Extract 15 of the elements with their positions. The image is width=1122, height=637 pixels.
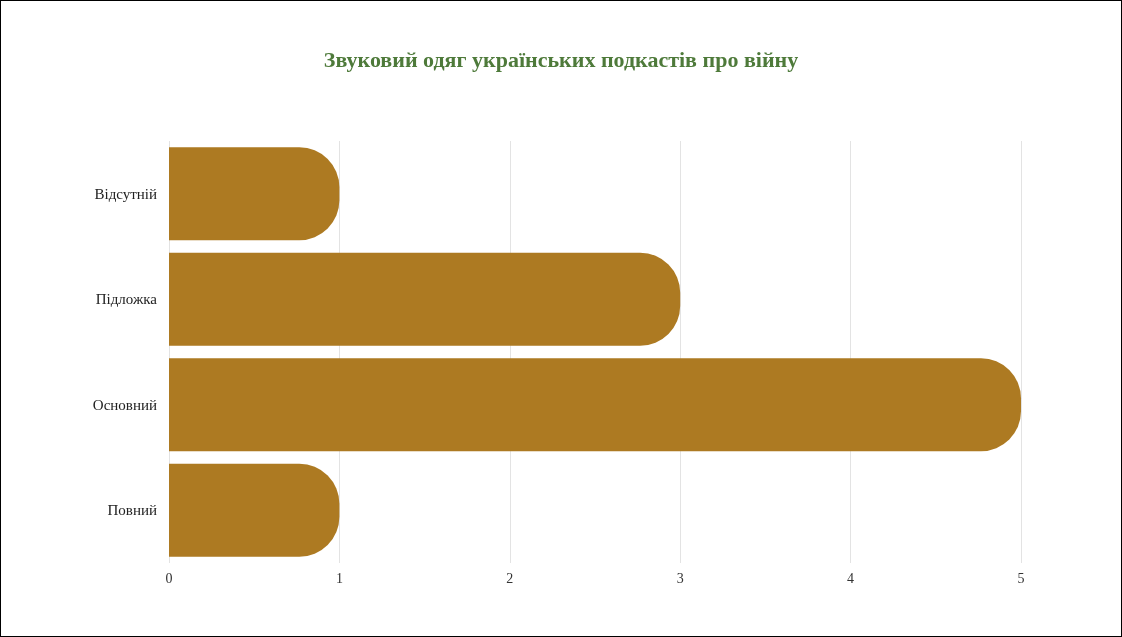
bar (169, 252, 681, 346)
x-tick-label: 1 (335, 570, 343, 586)
y-tick-label: Відсутній (94, 185, 157, 202)
bar (169, 147, 340, 241)
chart-title: Звуковий одяг українських подкастів про війну (323, 46, 799, 72)
x-tick-label: 3 (676, 570, 684, 586)
y-tick-label: Основний (92, 396, 157, 413)
x-tick-label: 5 (1017, 570, 1025, 586)
y-tick-label: Підложка (95, 291, 158, 308)
x-tick-label: 2 (506, 570, 514, 586)
y-tick-label: Повний (107, 502, 157, 519)
x-tick-label: 4 (847, 570, 855, 586)
bar (169, 358, 1021, 452)
x-tick-label: 0 (165, 570, 173, 586)
bar (169, 463, 340, 557)
